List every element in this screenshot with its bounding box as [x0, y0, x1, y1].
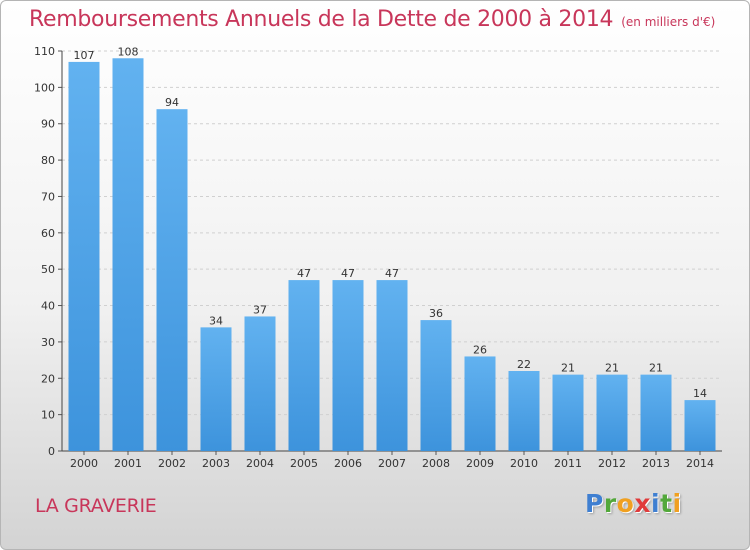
data-label: 21 — [561, 362, 575, 375]
bar — [552, 374, 584, 451]
data-label: 21 — [649, 362, 663, 375]
y-tick-label: 70 — [41, 190, 55, 203]
bar — [332, 280, 364, 451]
bar — [640, 374, 672, 451]
commune-name: LA GRAVERIE — [35, 495, 157, 517]
chart-title: Remboursements Annuels de la Dette de 20… — [29, 7, 715, 32]
data-label: 47 — [341, 267, 355, 280]
bar — [508, 371, 540, 451]
data-label: 108 — [118, 45, 139, 58]
y-tick-label: 10 — [41, 409, 55, 422]
data-label: 22 — [517, 358, 531, 371]
data-label: 47 — [385, 267, 399, 280]
data-label: 36 — [429, 307, 443, 320]
x-tick-label: 2004 — [246, 457, 274, 470]
data-label: 47 — [297, 267, 311, 280]
chart-subtitle: (en milliers d'€) — [621, 15, 716, 29]
bar — [68, 61, 100, 452]
data-label: 94 — [165, 96, 179, 109]
x-tick-label: 2014 — [686, 457, 714, 470]
logo-letter: t — [660, 489, 673, 518]
bar — [464, 356, 496, 451]
y-tick-label: 90 — [41, 118, 55, 131]
x-tick-label: 2000 — [70, 457, 98, 470]
x-tick-label: 2006 — [334, 457, 362, 470]
logo-letter: x — [634, 489, 651, 518]
y-tick-label: 100 — [34, 81, 55, 94]
y-tick-label: 0 — [48, 445, 55, 458]
bar — [244, 316, 276, 451]
proxiti-logo: Proxiti — [585, 489, 682, 518]
logo-letter: i — [672, 489, 682, 518]
x-tick-label: 2009 — [466, 457, 494, 470]
y-tick-label: 80 — [41, 154, 55, 167]
bar — [684, 400, 716, 451]
y-tick-label: 60 — [41, 227, 55, 240]
data-label: 37 — [253, 303, 267, 316]
title-text: Remboursements Annuels de la Dette de 20… — [29, 7, 614, 32]
x-tick-label: 2012 — [598, 457, 626, 470]
bar — [376, 280, 408, 451]
logo-letter: i — [651, 489, 661, 518]
bar — [596, 374, 628, 451]
data-label: 21 — [605, 362, 619, 375]
y-tick-label: 30 — [41, 336, 55, 349]
x-tick-label: 2010 — [510, 457, 538, 470]
logo-letter: o — [616, 489, 635, 518]
bar — [288, 280, 320, 451]
x-tick-label: 2003 — [202, 457, 230, 470]
x-tick-label: 2002 — [158, 457, 186, 470]
x-tick-label: 2007 — [378, 457, 406, 470]
x-tick-label: 2011 — [554, 457, 582, 470]
bar — [200, 327, 232, 451]
data-label: 34 — [209, 314, 223, 327]
logo-letter: r — [603, 489, 617, 518]
data-label: 26 — [473, 343, 487, 356]
y-tick-label: 40 — [41, 300, 55, 313]
data-label: 14 — [693, 387, 707, 400]
bar — [112, 58, 144, 451]
y-tick-label: 20 — [41, 372, 55, 385]
logo-letter: P — [585, 489, 604, 518]
x-tick-label: 2001 — [114, 457, 142, 470]
x-tick-label: 2005 — [290, 457, 318, 470]
bar — [420, 320, 452, 451]
x-tick-label: 2013 — [642, 457, 670, 470]
bar — [156, 109, 188, 451]
data-label: 107 — [74, 49, 95, 62]
x-tick-label: 2008 — [422, 457, 450, 470]
y-tick-label: 50 — [41, 263, 55, 276]
y-tick-label: 110 — [34, 45, 55, 58]
